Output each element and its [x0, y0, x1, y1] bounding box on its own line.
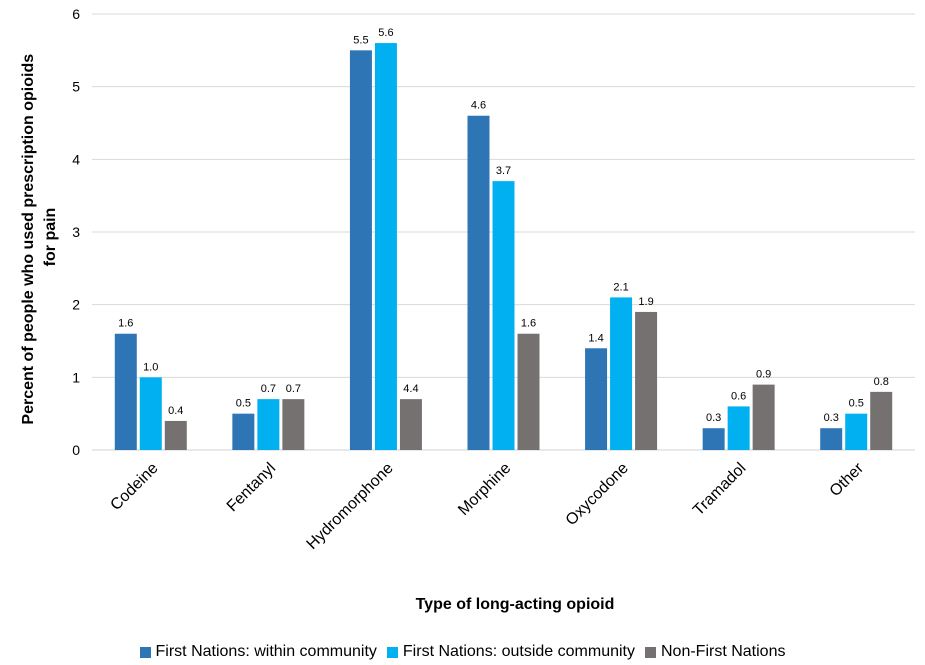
- legend-label: First Nations: outside community: [402, 643, 635, 660]
- bar: [702, 428, 725, 450]
- bar: [517, 333, 540, 450]
- data-label: 3.7: [496, 165, 511, 177]
- bar: [282, 399, 305, 450]
- data-label: 5.5: [353, 34, 368, 46]
- data-label: 1.4: [588, 332, 603, 344]
- data-label: 4.4: [403, 383, 418, 395]
- data-label: 0.3: [706, 412, 721, 424]
- x-category-label: Hydromorphone: [304, 460, 397, 553]
- bar: [467, 115, 490, 450]
- data-label: 1.6: [521, 318, 536, 330]
- bar: [870, 391, 893, 450]
- y-axis-title-line2: for pain: [42, 208, 59, 267]
- data-label: 1.6: [118, 318, 133, 330]
- x-category-label: Oxycodone: [563, 460, 632, 529]
- y-tick-label: 0: [72, 442, 80, 458]
- data-label: 0.4: [168, 405, 183, 417]
- x-category-label: Fentanyl: [224, 460, 279, 515]
- legend-item: Non-First Nations: [644, 643, 786, 661]
- data-label: 5.6: [378, 27, 393, 39]
- x-category-label: Morphine: [455, 460, 514, 519]
- data-label: 0.5: [236, 398, 251, 410]
- x-category-label: Tramadol: [690, 460, 749, 519]
- y-tick-label: 2: [72, 297, 80, 313]
- bar: [492, 181, 515, 450]
- bar: [349, 50, 372, 450]
- bar: [399, 399, 422, 450]
- data-label: 0.9: [756, 369, 771, 381]
- bar: [752, 384, 775, 450]
- data-label: 1.9: [638, 296, 653, 308]
- data-label: 0.8: [874, 376, 889, 388]
- x-category-label: Codeine: [107, 460, 161, 514]
- bar: [820, 428, 843, 450]
- x-axis-title: Type of long-acting opioid: [416, 596, 615, 613]
- legend-label: First Nations: within community: [155, 643, 377, 660]
- y-tick-label: 3: [72, 224, 80, 240]
- data-label: 0.7: [286, 383, 301, 395]
- bar: [114, 333, 137, 450]
- bar: [585, 348, 608, 450]
- bar: [232, 413, 255, 450]
- bar: [635, 311, 658, 450]
- legend-swatch: [644, 646, 656, 658]
- y-tick-label: 1: [72, 369, 80, 385]
- bar: [845, 413, 868, 450]
- data-label: 0.5: [849, 398, 864, 410]
- y-tick-label: 5: [72, 79, 80, 95]
- bar-chart-plot: 0 1 2 3 4 5 6 1.6 1.0 0.4 Codeine 0.5 0.7 0.7 Fentanyl…: [20, 6, 915, 613]
- data-label: 1.0: [143, 361, 158, 373]
- y-tick-label: 4: [72, 151, 80, 167]
- data-label: 4.6: [471, 100, 486, 112]
- legend-swatch: [386, 646, 398, 658]
- legend: First Nations: within community First Nat…: [0, 643, 925, 661]
- data-label: 0.7: [261, 383, 276, 395]
- legend-swatch: [139, 646, 151, 658]
- bar: [727, 406, 750, 450]
- data-label: 0.6: [731, 390, 746, 402]
- legend-item: First Nations: outside community: [386, 643, 635, 661]
- y-tick-label: 6: [72, 6, 80, 22]
- bar: [164, 420, 187, 450]
- bar: [139, 377, 162, 450]
- y-axis-title: Percent of people who used prescription …: [20, 49, 59, 424]
- data-label: 0.3: [824, 412, 839, 424]
- legend-label: Non-First Nations: [660, 643, 786, 660]
- bar: [257, 399, 280, 450]
- x-category-label: Other: [827, 459, 868, 500]
- bar: [610, 297, 633, 450]
- y-axis-title-line1: Percent of people who used prescription …: [20, 54, 37, 425]
- legend-item: First Nations: within community: [139, 643, 377, 661]
- bar: [374, 43, 397, 451]
- data-label: 2.1: [613, 281, 628, 293]
